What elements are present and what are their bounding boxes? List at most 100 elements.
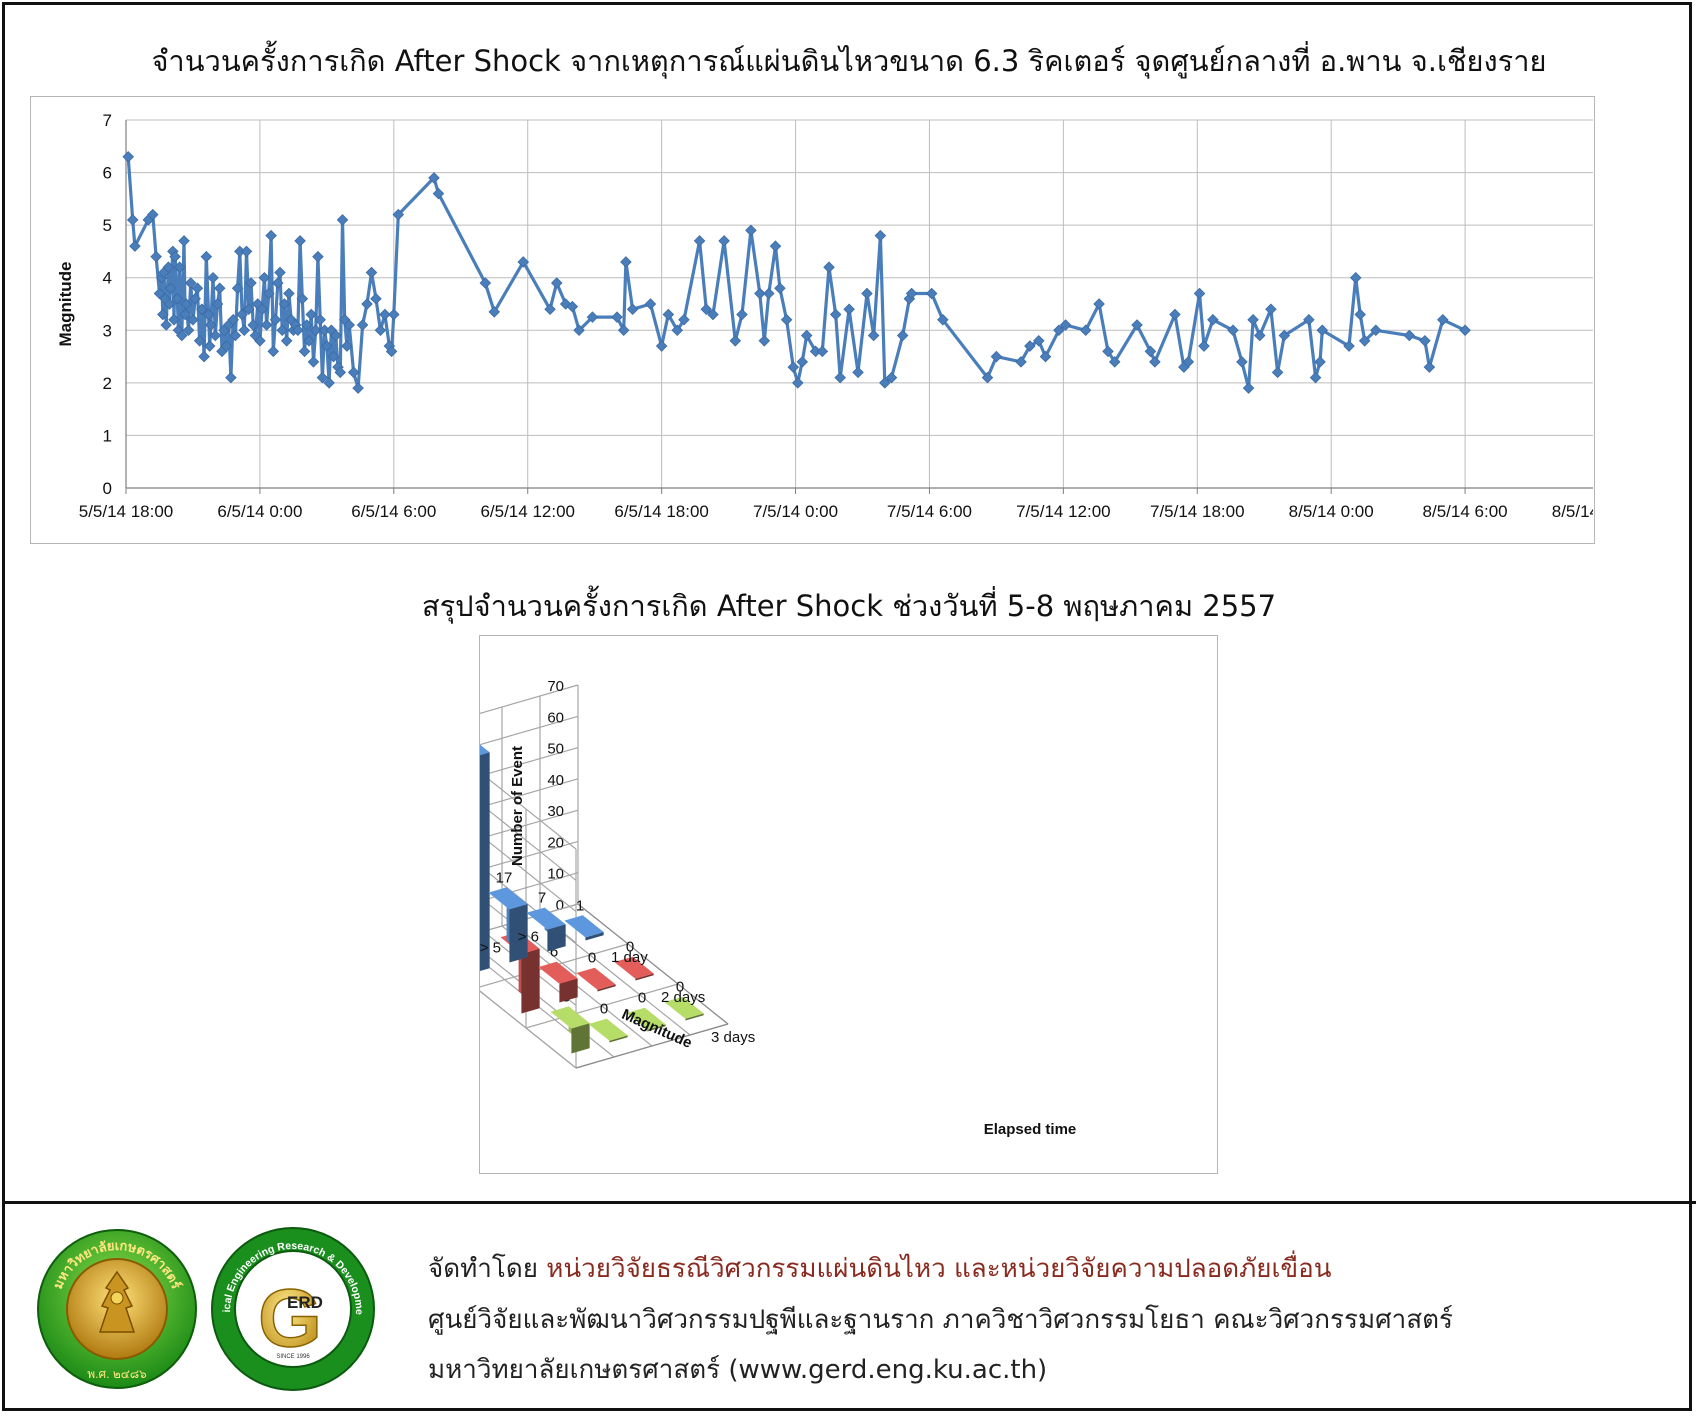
footer-line-2: ศูนย์วิจัยและพัฒนาวิศวกรรมปฐพีและฐานราก … [428, 1305, 1453, 1335]
data-point [343, 319, 355, 331]
z-tick-label: 40 [547, 772, 564, 789]
data-point [644, 298, 657, 310]
data-point [316, 371, 329, 384]
data-point [187, 314, 199, 326]
data-point [356, 319, 369, 331]
bar-data-label: 0 [626, 939, 634, 956]
data-point [179, 308, 191, 321]
data-point [173, 261, 186, 273]
bar-top-face [588, 1018, 628, 1041]
data-point [769, 240, 782, 252]
bar-side-face [547, 924, 566, 952]
data-point [1316, 324, 1329, 337]
gerd-logo: Geotechnical Engineering Research & Deve… [206, 1217, 376, 1396]
data-point [263, 287, 275, 300]
line-chart-svg: 0 1 2 3 4 5 6 7 5/5/14 18:00 6/5/14 0:00 6/5/14 6:… [56, 111, 1646, 521]
bar-data-label: 0 [638, 990, 646, 1007]
data-point [834, 371, 846, 384]
data-point [816, 345, 829, 358]
data-point [620, 256, 632, 268]
data-point [1131, 319, 1143, 331]
floor-right-edge [575, 1023, 729, 1069]
data-point [236, 308, 248, 321]
data-point [365, 266, 378, 279]
data-point [129, 240, 141, 252]
data-point [256, 303, 268, 316]
data-point [352, 382, 364, 394]
data-point [1059, 319, 1072, 331]
data-point [240, 245, 253, 258]
x-tick-label: 7/5/14 18:00 [1150, 502, 1245, 521]
bar-side-face [685, 1013, 704, 1021]
data-point [879, 377, 891, 389]
data-point [163, 298, 176, 310]
data-point [1242, 382, 1255, 394]
data-point [160, 319, 172, 331]
data-point [370, 292, 382, 305]
data-point [385, 345, 398, 358]
data-point [544, 303, 556, 316]
data-point [242, 303, 255, 316]
data-point [852, 366, 864, 379]
x-tick-label: 6/5/14 18:00 [614, 502, 709, 521]
data-point [736, 308, 748, 321]
footer-line-1: จัดทำโดย หน่วยวิจัยธรณีวิศวกรรมแผ่นดินไห… [428, 1248, 1332, 1289]
data-point [209, 329, 222, 342]
data-point [122, 151, 134, 163]
bar-side-face [559, 978, 578, 1003]
data-point [205, 319, 217, 331]
line-chart: 0 1 2 3 4 5 6 7 5/5/14 18:00 6/5/14 0:00 6/5/14 6:… [30, 96, 1646, 544]
data-point [1358, 335, 1371, 347]
data-point [269, 314, 282, 326]
data-point [1169, 308, 1181, 321]
data-point [323, 377, 335, 389]
z-tick-label: 0 [556, 897, 564, 914]
bar-side-face [585, 932, 604, 941]
z-tick-label: 20 [547, 834, 564, 851]
data-point [559, 298, 572, 310]
data-point [200, 250, 213, 263]
data-point [278, 298, 291, 310]
data-point [1309, 371, 1322, 384]
x-tick-label: 6/5/14 12:00 [480, 502, 575, 521]
data-point [283, 287, 295, 300]
data-point [169, 250, 181, 263]
x-tick-label: 8/5/14 12:00 [1552, 502, 1593, 521]
data-point [150, 250, 162, 263]
data-point [1144, 345, 1157, 358]
logo2-erd-text: ERD [287, 1293, 323, 1312]
data-point [937, 314, 949, 326]
data-point [374, 324, 387, 337]
data-point [693, 235, 706, 247]
data-point [488, 306, 501, 318]
data-point [1108, 356, 1121, 368]
bar-data-label: 0 [600, 1001, 608, 1018]
magnitude-series-line [126, 156, 1466, 390]
data-point [573, 324, 585, 337]
data-point [198, 350, 210, 363]
data-point [274, 266, 286, 279]
x-tick-label: 5/5/14 18:00 [79, 502, 174, 521]
data-point [1207, 314, 1219, 326]
z-tick-label: 60 [547, 709, 564, 726]
elapsed-time-label: 1 day [611, 949, 648, 966]
data-point [774, 282, 786, 294]
data-point [925, 287, 938, 300]
data-point [182, 324, 195, 337]
data-point [626, 303, 639, 316]
data-point [227, 314, 239, 326]
bar-data-label: 1 [576, 897, 584, 914]
data-point [981, 371, 994, 384]
bar-data-label: 17 [496, 869, 513, 886]
data-point [1093, 298, 1105, 310]
data-point [392, 208, 405, 221]
z-tick-label: 10 [547, 866, 564, 883]
y-tick-label: 1 [103, 426, 112, 445]
data-point [388, 308, 400, 321]
data-point [1423, 361, 1436, 373]
bar-side-face [597, 984, 616, 992]
data-point [347, 366, 360, 379]
data-point [193, 335, 206, 347]
z-tick-label: 70 [547, 678, 564, 695]
bar-chart-svg: 010203040506070691981760700100> 3> 4> 5>… [404, 678, 1077, 1138]
